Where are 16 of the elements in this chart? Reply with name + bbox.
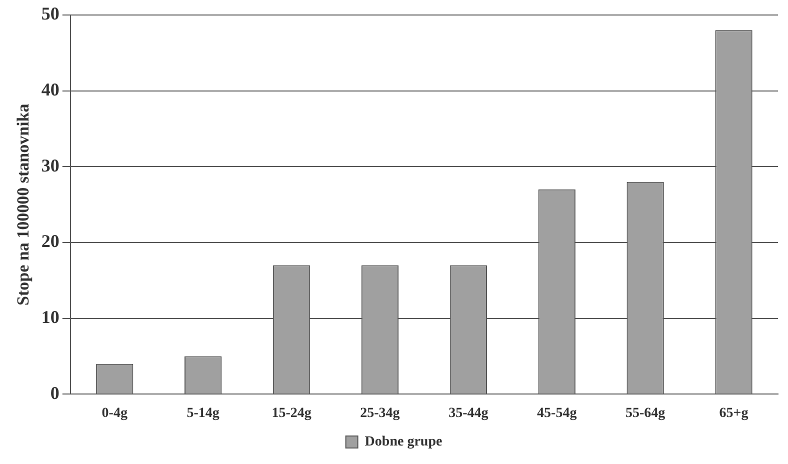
x-tick-label: 55-64g (625, 406, 666, 422)
legend-label: Dobne grupe (364, 434, 442, 450)
y-tick-label: 30 (41, 155, 60, 176)
y-tick-label: 50 (41, 4, 60, 24)
y-tick-label: 40 (41, 79, 60, 100)
y-tick-label: 20 (41, 231, 60, 252)
x-tick-label: 5-14g (186, 406, 220, 422)
x-tick-label: 65+g (719, 406, 748, 422)
y-tick-label: 0 (50, 382, 60, 403)
y-tick-label: 10 (41, 307, 60, 328)
x-tick-label: 15-24g (272, 406, 312, 422)
x-tick-label: 25-34g (360, 406, 400, 422)
x-tick-label: 35-44g (448, 406, 488, 422)
y-axis-title: Stope na 100000 stanovnika (14, 103, 33, 306)
x-tick-label: 0-4g (102, 406, 128, 422)
x-tick-label: 45-54g (537, 406, 577, 422)
